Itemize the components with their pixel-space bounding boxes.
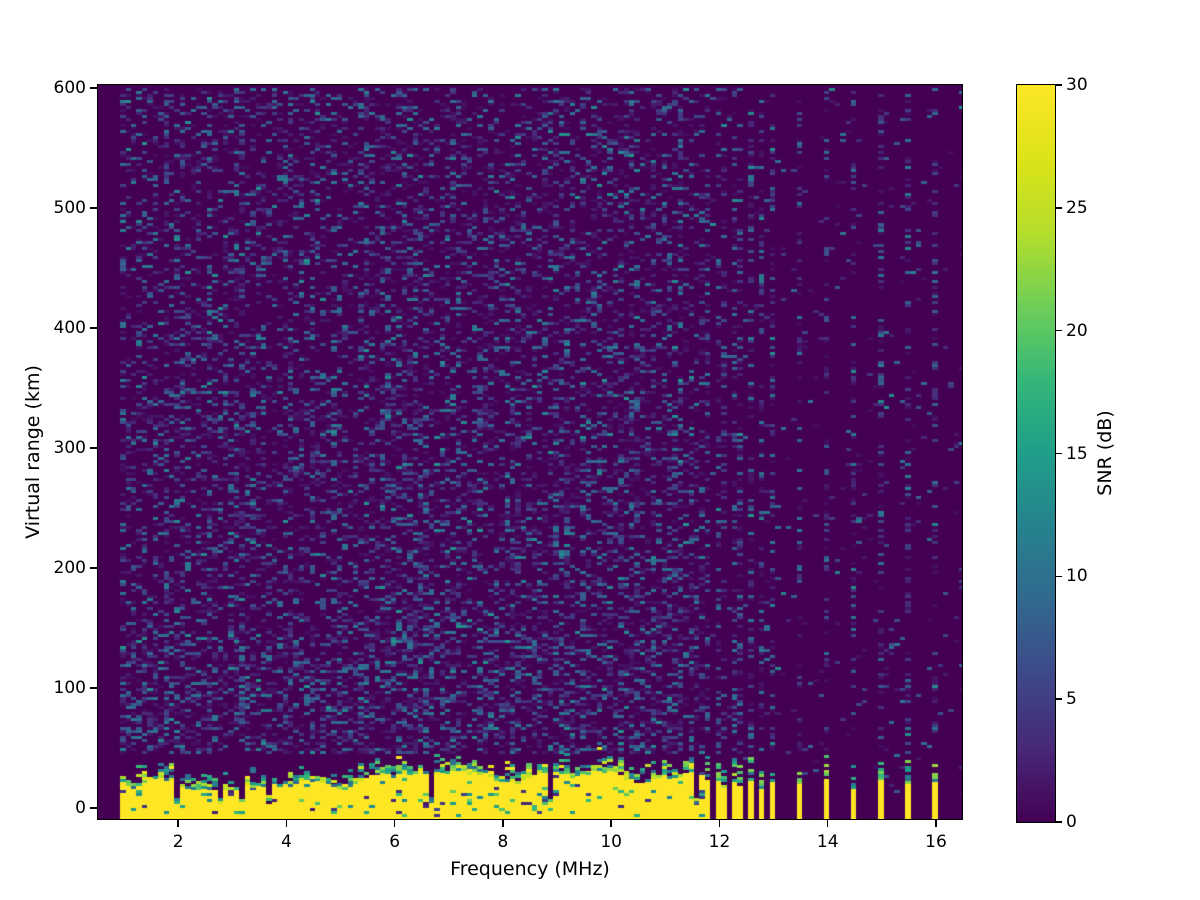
colorbar-tick-label: 10 (1066, 566, 1088, 587)
y-tick-label: 200 (53, 558, 86, 579)
ionogram-plot-area (97, 84, 963, 820)
x-tick-label: 8 (497, 832, 509, 852)
colorbar-tick-label: 25 (1066, 197, 1088, 218)
x-tick-label: 12 (708, 832, 731, 852)
colorbar-tick-label: 15 (1066, 443, 1088, 464)
y-tick-label: 500 (53, 198, 86, 219)
colorbar-tick (1056, 575, 1062, 578)
x-tick-label: 6 (389, 832, 401, 852)
colorbar-tick-label: 5 (1066, 689, 1077, 710)
y-tick (90, 207, 97, 209)
y-tick-label: 0 (75, 798, 86, 819)
x-tick (826, 820, 829, 827)
x-tick-label: 14 (816, 832, 839, 852)
x-tick-label: 4 (280, 832, 292, 852)
x-axis-label: Frequency (MHz) (450, 858, 610, 880)
colorbar-tick-label: 30 (1066, 75, 1088, 95)
x-tick-label: 16 (925, 832, 947, 852)
y-tick (90, 87, 97, 89)
colorbar-tick (1056, 452, 1062, 455)
x-tick-label: 2 (172, 832, 184, 852)
colorbar-tick (1056, 207, 1062, 209)
colorbar-gradient (1017, 85, 1055, 822)
colorbar-tick (1056, 821, 1062, 823)
x-tick-label: 10 (600, 832, 622, 852)
x-tick (718, 820, 721, 827)
y-tick-label: 100 (53, 678, 86, 699)
colorbar-tick-label: 20 (1066, 320, 1088, 341)
x-tick (393, 820, 396, 827)
colorbar-tick (1056, 84, 1062, 86)
y-tick-label: 600 (53, 78, 86, 98)
x-tick (935, 820, 937, 827)
x-tick (285, 820, 288, 827)
y-tick (90, 567, 97, 569)
y-tick-label: 300 (53, 438, 86, 459)
x-tick (177, 820, 179, 827)
colorbar-tick (1056, 329, 1062, 332)
y-tick (90, 807, 97, 809)
ionogram-heatmap-canvas (98, 85, 962, 819)
y-tick-label: 400 (53, 318, 86, 339)
x-tick (610, 820, 612, 827)
x-tick (502, 820, 504, 827)
y-tick (90, 447, 97, 449)
colorbar (1016, 84, 1056, 823)
colorbar-tick (1056, 698, 1062, 700)
colorbar-tick-label: 0 (1066, 812, 1077, 832)
y-tick (90, 327, 97, 329)
y-tick (90, 687, 97, 689)
